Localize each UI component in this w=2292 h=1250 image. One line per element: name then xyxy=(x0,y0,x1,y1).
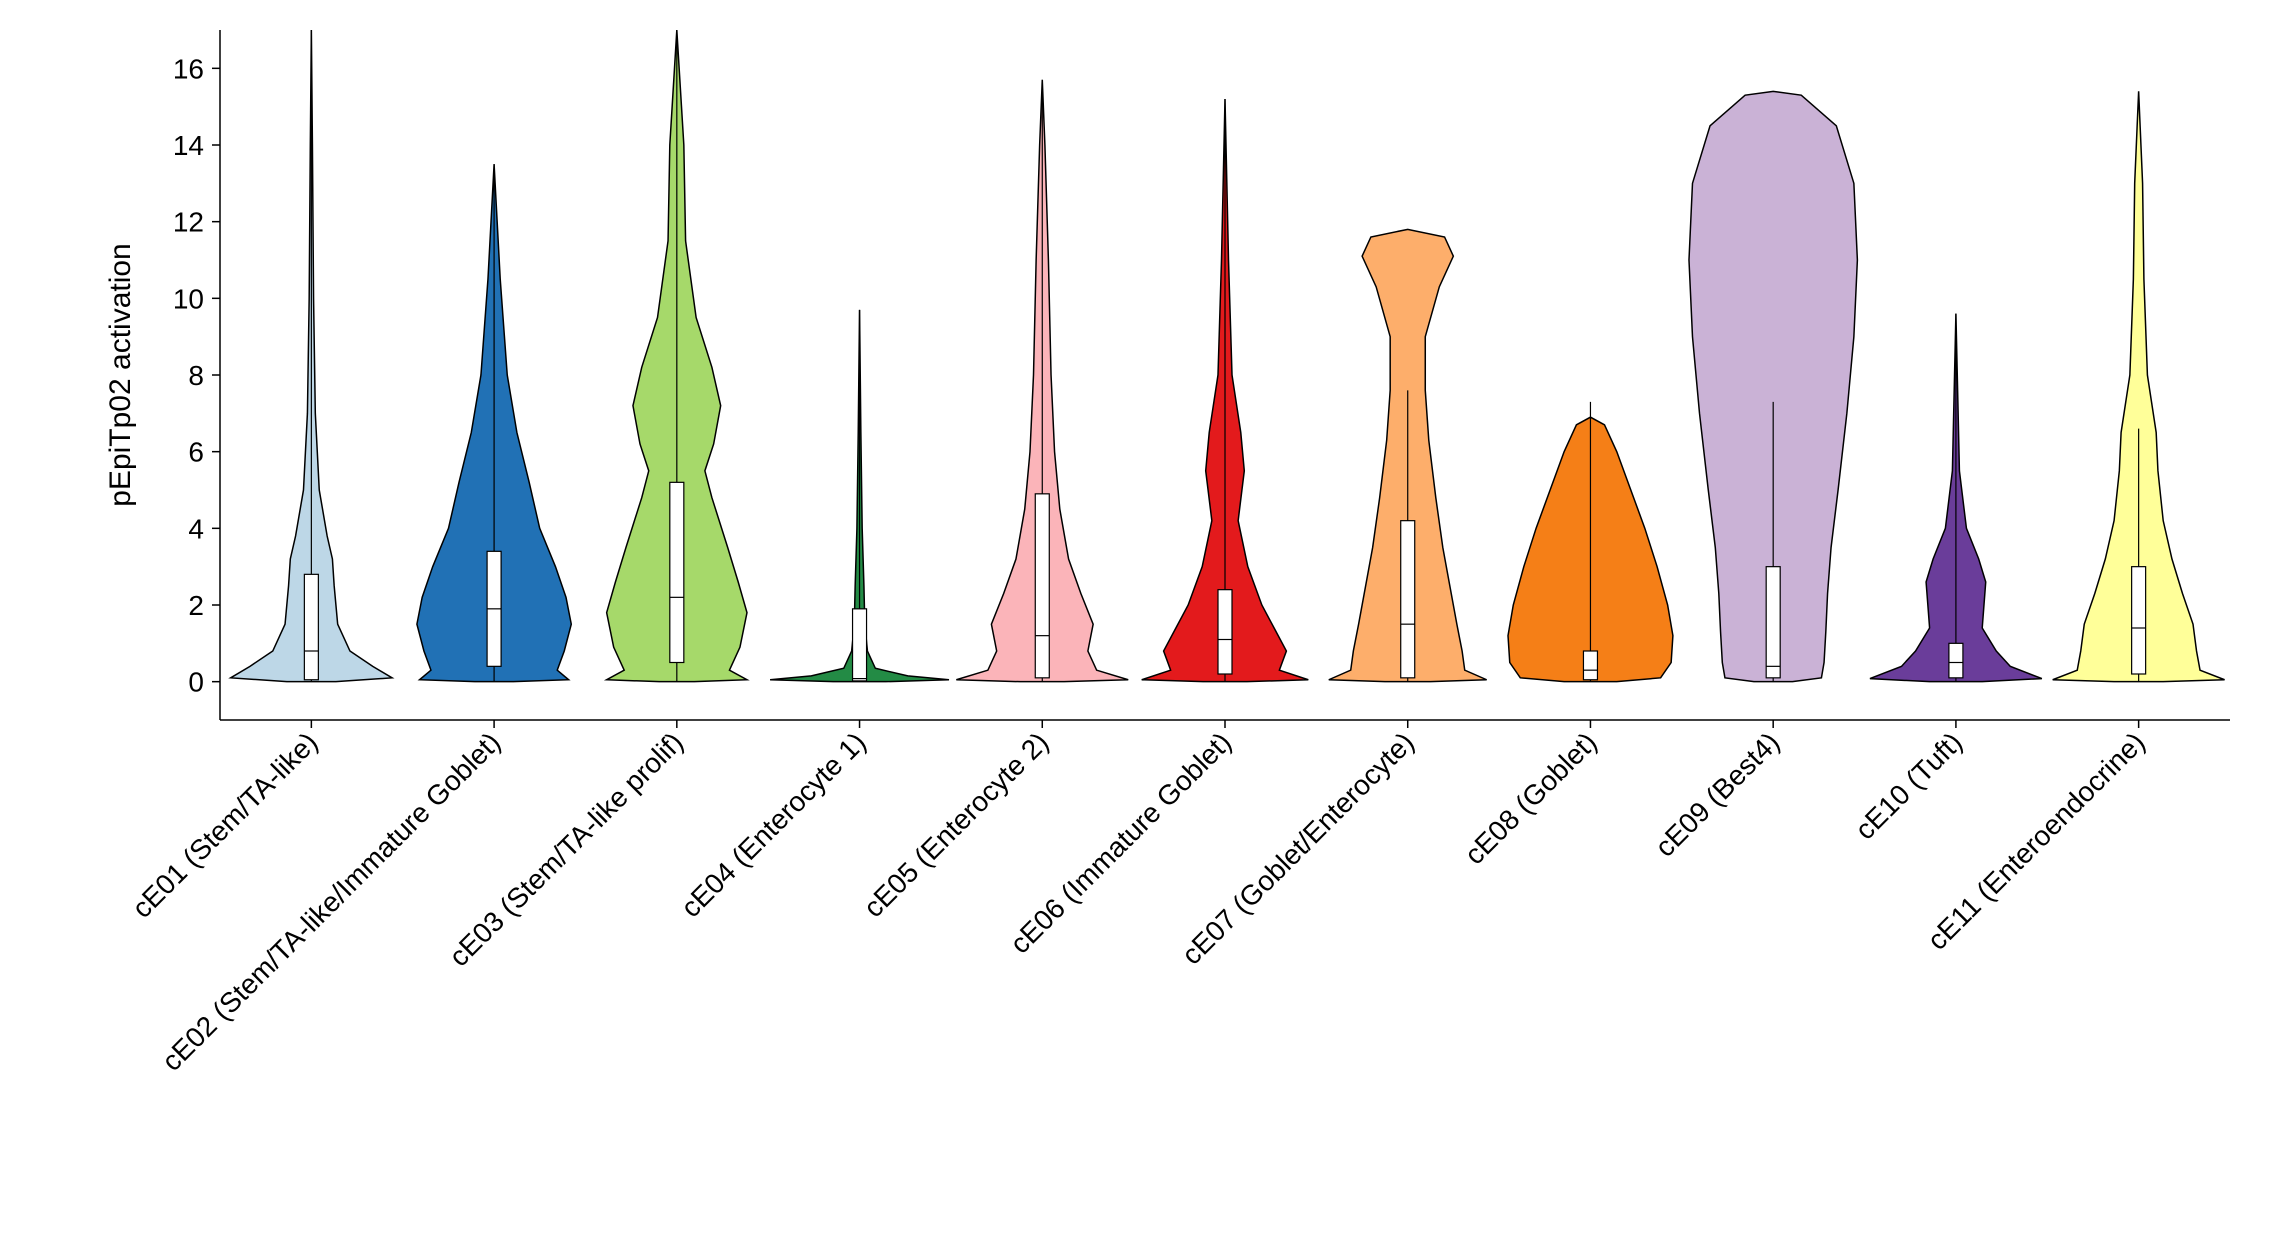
box xyxy=(1401,521,1415,678)
box xyxy=(1218,590,1232,674)
y-tick-label: 4 xyxy=(188,513,204,544)
x-tick-label: cE05 (Enterocyte 2) xyxy=(858,726,1055,923)
box xyxy=(1035,494,1049,678)
y-tick-label: 8 xyxy=(188,360,204,391)
y-tick-label: 2 xyxy=(188,590,204,621)
y-axis-title: pEpiTp02 activation xyxy=(104,243,137,507)
chart-svg: 0 2 4 6 8 10 12 14 16 pEpiTp02 activation cE01 (St… xyxy=(0,0,2292,1250)
y-tick-label: 12 xyxy=(173,207,204,238)
box xyxy=(1583,651,1597,680)
y-tick-label: 0 xyxy=(188,667,204,698)
box xyxy=(853,609,867,681)
y-tick-label: 16 xyxy=(173,53,204,84)
box xyxy=(2132,567,2146,674)
x-tick-label: cE04 (Enterocyte 1) xyxy=(675,726,872,923)
y-tick-label: 6 xyxy=(188,437,204,468)
box xyxy=(670,482,684,662)
y-tick-label: 10 xyxy=(173,283,204,314)
x-tick-label: cE11 (Enteroendocrine) xyxy=(1921,726,2151,956)
box xyxy=(1766,567,1780,678)
x-tick-label: cE09 (Best4) xyxy=(1649,726,1785,862)
y-tick-label: 14 xyxy=(173,130,204,161)
box xyxy=(304,574,318,679)
x-tick-label: cE08 (Goblet) xyxy=(1459,726,1603,870)
x-tick-label: cE01 (Stem/TA-like) xyxy=(126,726,324,924)
box xyxy=(1949,643,1963,678)
x-tick-label: cE10 (Tuft) xyxy=(1849,726,1968,845)
violin-chart: 0 2 4 6 8 10 12 14 16 pEpiTp02 activation cE01 (St… xyxy=(0,0,2292,1250)
x-tick-label: cE02 (Stem/TA-like/Immature Goblet) xyxy=(156,726,507,1077)
